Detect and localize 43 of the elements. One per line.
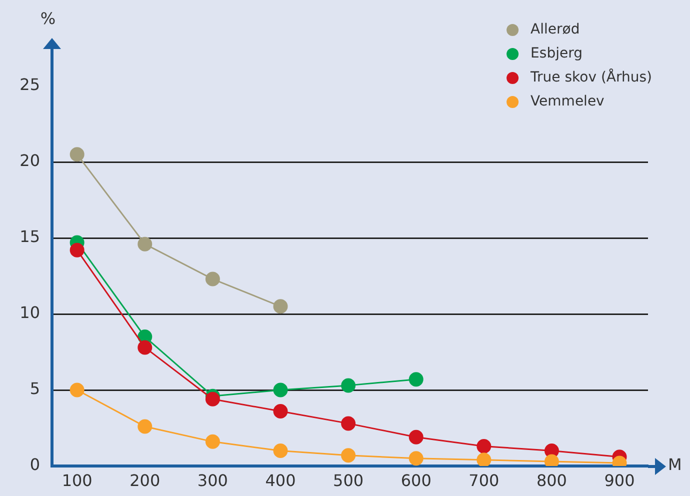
legend-label: Esbjerg	[530, 46, 582, 62]
point	[476, 438, 492, 454]
y-tick-label: 15	[20, 227, 40, 246]
y-tick-label: 0	[30, 455, 40, 474]
point	[408, 451, 424, 466]
y-tick-label: 5	[30, 379, 40, 398]
y-tick-label: 25	[20, 75, 40, 94]
x-tick-label: 600	[400, 470, 432, 490]
point	[205, 392, 220, 406]
point	[476, 452, 492, 466]
point	[70, 382, 84, 398]
x-tick-label: 700	[468, 470, 500, 490]
legend-label: True skov (Århus)	[530, 68, 652, 86]
y-tick-label: 20	[20, 151, 40, 170]
point	[138, 340, 152, 355]
x-tick-label: 800	[536, 470, 567, 490]
x-tick-label: 100	[62, 470, 92, 490]
point	[138, 236, 152, 252]
y-axis-title: %	[40, 9, 56, 28]
point	[273, 404, 288, 419]
x-tick-label: 900	[604, 470, 635, 490]
point	[341, 448, 356, 463]
point	[273, 299, 288, 314]
x-axis-title: M	[668, 455, 682, 474]
x-tick-label: 200	[130, 470, 160, 490]
point	[341, 378, 356, 393]
point	[273, 382, 288, 398]
point	[205, 272, 220, 286]
point	[408, 372, 424, 387]
x-tick-label: 500	[333, 470, 364, 490]
point	[341, 416, 356, 431]
legend-label: Vemmelev	[530, 94, 604, 110]
x-tick-label: 400	[265, 470, 296, 490]
point	[138, 419, 152, 434]
point	[273, 444, 288, 458]
point	[70, 147, 84, 162]
point	[205, 434, 220, 449]
point	[408, 430, 424, 444]
point	[70, 242, 84, 258]
legend-label: Allerød	[530, 22, 580, 38]
point	[544, 454, 559, 466]
x-tick-label: 300	[197, 470, 228, 490]
y-tick-label: 10	[20, 303, 40, 322]
